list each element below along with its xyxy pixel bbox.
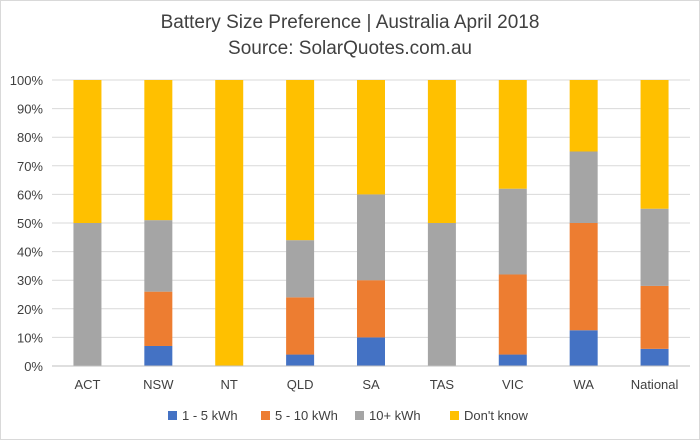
- bar-segment: [73, 80, 102, 223]
- bar-segment: [498, 80, 527, 189]
- y-tick-label: 30%: [17, 273, 43, 288]
- bar-segment: [357, 80, 385, 195]
- y-tick-label: 80%: [17, 130, 43, 145]
- x-tick-label: TAS: [430, 377, 455, 392]
- y-tick-label: 40%: [17, 245, 43, 260]
- y-tick-label: 20%: [17, 302, 43, 317]
- bar-segment: [498, 354, 527, 366]
- bar-segment: [640, 208, 669, 286]
- bar-segment: [498, 188, 527, 275]
- bar-segment: [144, 291, 173, 346]
- bar-segment: [144, 220, 173, 292]
- chart-subtitle: Source: SolarQuotes.com.au: [228, 38, 472, 59]
- bar-segment: [498, 274, 527, 355]
- bar-segment: [286, 354, 315, 366]
- bar-segment: [357, 194, 385, 281]
- x-tick-label: NSW: [143, 377, 174, 392]
- x-tick-label: SA: [362, 377, 380, 392]
- legend-swatch: [261, 411, 270, 420]
- bar-segment: [286, 80, 315, 241]
- bar-segment: [427, 223, 456, 366]
- legend-label: 5 - 10 kWh: [275, 408, 338, 423]
- bar-segment: [144, 345, 173, 366]
- bar-segment: [640, 285, 669, 349]
- bar-segment: [569, 223, 598, 331]
- y-tick-label: 100%: [10, 73, 44, 88]
- bar-segment: [569, 330, 598, 366]
- bar-segment: [357, 280, 385, 338]
- x-tick-label: NT: [221, 377, 238, 392]
- bar-segment: [73, 223, 102, 366]
- y-tick-label: 70%: [17, 159, 43, 174]
- bar-segment: [286, 240, 315, 298]
- y-tick-label: 10%: [17, 330, 43, 345]
- bar-segment: [357, 337, 385, 366]
- bar-segment: [569, 80, 598, 152]
- bar-segment: [640, 80, 669, 209]
- x-tick-label: WA: [573, 377, 594, 392]
- x-tick-label: VIC: [502, 377, 524, 392]
- legend-label: 10+ kWh: [369, 408, 421, 423]
- x-tick-label: ACT: [74, 377, 100, 392]
- y-tick-label: 0%: [24, 359, 43, 374]
- bar-segment: [215, 80, 244, 366]
- legend-swatch: [450, 411, 459, 420]
- x-tick-label: National: [631, 377, 679, 392]
- y-tick-label: 90%: [17, 102, 43, 117]
- bar-segment: [144, 80, 173, 221]
- legend-swatch: [355, 411, 364, 420]
- y-tick-label: 60%: [17, 187, 43, 202]
- bar-segment: [427, 80, 456, 223]
- chart-title: Battery Size Preference | Australia Apri…: [160, 12, 540, 33]
- bar-segment: [640, 348, 669, 366]
- bar-segment: [569, 151, 598, 223]
- legend-label: 1 - 5 kWh: [182, 408, 238, 423]
- legend-label: Don't know: [464, 408, 529, 423]
- y-tick-label: 50%: [17, 216, 43, 231]
- x-tick-label: QLD: [287, 377, 314, 392]
- bar-segment: [286, 297, 315, 355]
- legend-swatch: [168, 411, 177, 420]
